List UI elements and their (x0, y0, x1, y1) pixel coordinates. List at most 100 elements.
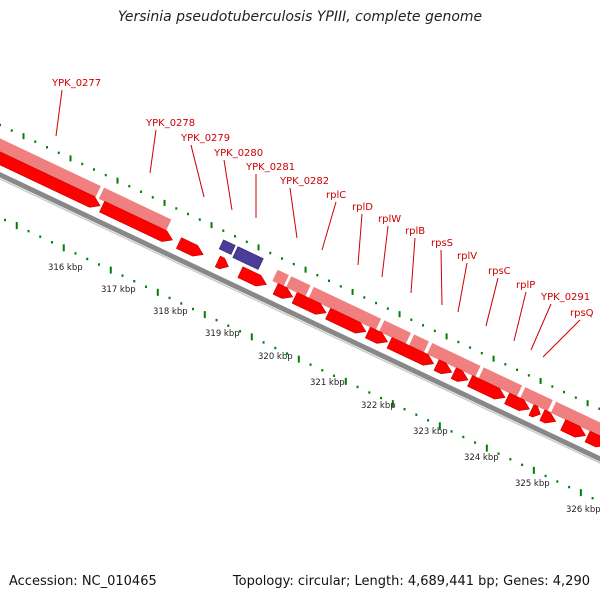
gene-leader-line (530, 303, 552, 351)
inner-tick (239, 330, 242, 333)
inner-tick-ring (4, 218, 594, 500)
inner-tick (309, 363, 312, 366)
inner-tick (286, 352, 289, 355)
scale-label: 320 kbp (258, 352, 293, 362)
gene-label: YPK_0281 (245, 162, 295, 173)
inner-tick (462, 435, 465, 439)
outer-tick (445, 333, 448, 340)
gene-leader-line (321, 201, 337, 251)
outer-tick (81, 162, 84, 166)
inner-tick (297, 355, 300, 363)
cds-arrow (214, 255, 229, 270)
cds-arrow (237, 266, 267, 287)
inner-tick (274, 346, 277, 350)
gene-label: YPK_0278 (145, 118, 195, 129)
inner-tick (121, 274, 124, 277)
outer-tick (527, 374, 530, 377)
inner-tick (591, 497, 594, 500)
scale-label: 322 kbp (361, 401, 396, 411)
inner-tick (145, 285, 148, 288)
inner-tick (579, 489, 582, 497)
cds-arrow (99, 200, 173, 242)
backbone-track (0, 172, 600, 464)
outer-tick (551, 385, 554, 388)
outer-tick (269, 251, 272, 255)
inner-tick (333, 374, 336, 377)
outer-tick (363, 296, 366, 299)
outer-tick (93, 168, 96, 171)
inner-tick (521, 463, 524, 467)
gene-label-layer: YPK_0277 YPK_0278 YPK_0279 YPK_0280 YPK_0281… (51, 78, 594, 358)
outer-tick (198, 218, 201, 221)
outer-tick (457, 340, 460, 344)
gene-label: YPK_0282 (279, 176, 329, 187)
gene-label: rplP (516, 280, 535, 291)
cds-arrow (504, 392, 531, 411)
inner-tick (544, 474, 547, 478)
outer-tick (0, 123, 1, 127)
outer-tick (187, 212, 190, 216)
cds-track (0, 151, 600, 448)
gene-label: rplD (352, 202, 373, 213)
inner-tick (556, 480, 559, 483)
outer-tick (245, 240, 248, 244)
inner-tick (86, 257, 89, 261)
gene-leader-line (513, 291, 527, 342)
gene-label: rplC (326, 190, 346, 201)
gene-leader-line (55, 89, 63, 137)
gene-leader-line (410, 237, 416, 294)
cds-arrow (386, 337, 435, 366)
gene-band-track (0, 137, 600, 437)
outer-tick (539, 377, 542, 384)
inner-tick (321, 369, 324, 372)
cds-arrow (272, 283, 294, 299)
outer-tick (516, 368, 519, 372)
cds-arrow (467, 375, 506, 400)
outer-tick (339, 285, 342, 288)
gene-label: rpsS (431, 238, 453, 249)
gene-label: rplW (378, 214, 401, 225)
scale-label: 317 kbp (101, 285, 136, 295)
scale-label: 321 kbp (310, 378, 345, 388)
inner-tick (415, 413, 418, 416)
outer-tick (46, 146, 49, 149)
inner-tick (497, 452, 500, 455)
inner-tick (485, 444, 488, 452)
outer-tick (563, 390, 566, 394)
outer-tick (386, 307, 389, 310)
outer-tick (234, 235, 237, 238)
accession-text: Accession: NC_010465 (9, 574, 157, 589)
gene-label: rpsQ (570, 308, 594, 319)
inner-tick (262, 341, 265, 344)
gene-leader-line (149, 129, 157, 174)
cds-arrow (560, 419, 587, 438)
inner-tick (203, 311, 206, 319)
backbone-shadow (0, 178, 600, 464)
outer-tick (480, 351, 483, 355)
cds-arrow (528, 404, 541, 418)
gene-label: YPK_0277 (51, 78, 101, 89)
backbone-line (0, 172, 600, 462)
scale-label: 319 kbp (205, 329, 240, 339)
gene-band (549, 400, 600, 437)
scale-label: 323 kbp (413, 427, 448, 437)
inner-tick (74, 252, 77, 255)
gene-label: rplV (457, 251, 477, 262)
cds-arrow (433, 359, 453, 375)
inner-tick (509, 458, 512, 461)
outer-tick (22, 133, 25, 140)
gene-leader-line (440, 249, 443, 306)
cds-arrow (175, 237, 204, 257)
outer-tick (128, 185, 131, 188)
inner-tick (156, 288, 159, 296)
outer-tick (304, 266, 307, 273)
inner-tick (192, 307, 195, 311)
gene-leader-line (381, 225, 389, 278)
inner-tick (474, 441, 477, 444)
cds-arrow (0, 151, 101, 208)
outer-tick (328, 279, 331, 282)
genome-summary-text: Topology: circular; Length: 4,689,441 bp… (232, 574, 590, 589)
scale-label: 318 kbp (153, 307, 188, 317)
scale-label-layer: 316 kbp 317 kbp 318 kbp 319 kbp 320 kbp 321 k… (48, 263, 600, 515)
